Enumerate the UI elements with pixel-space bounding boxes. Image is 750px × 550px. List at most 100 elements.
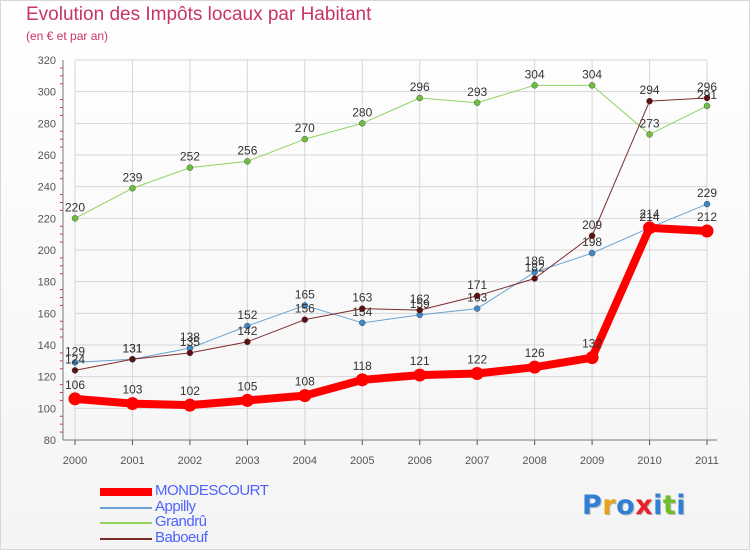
- data-label-grandru: 304: [582, 67, 602, 81]
- data-label-baboeuf: 209: [582, 218, 602, 232]
- data-point-baboeuf: [359, 305, 366, 312]
- legend-label-baboeuf: Baboeuf: [155, 528, 208, 546]
- data-label-grandru: 239: [122, 170, 142, 184]
- x-tick-label: 2007: [465, 455, 489, 467]
- x-tick-label: 2006: [407, 455, 431, 467]
- data-label-mondescourt: 121: [410, 354, 430, 368]
- x-tick-label: 2011: [695, 455, 719, 467]
- data-point-baboeuf: [129, 356, 136, 363]
- data-label-mondescourt: 103: [122, 383, 142, 397]
- data-label-baboeuf: 142: [237, 324, 257, 338]
- data-label-baboeuf: 296: [697, 80, 717, 94]
- data-point-baboeuf: [416, 306, 423, 314]
- y-tick-label: 140: [38, 340, 56, 352]
- y-tick-label: 100: [38, 403, 56, 415]
- data-point-appilly: [588, 249, 596, 257]
- data-label-appilly: 129: [65, 344, 85, 358]
- data-label-grandru: 280: [352, 105, 372, 119]
- data-label-appilly: 229: [697, 186, 717, 200]
- data-label-appilly: 165: [295, 287, 315, 301]
- data-label-baboeuf: 171: [467, 278, 487, 292]
- y-tick-label: 80: [44, 435, 56, 447]
- x-tick-label: 2004: [293, 455, 317, 467]
- data-point-mondescourt: [470, 367, 484, 380]
- data-label-grandru: 252: [180, 150, 200, 164]
- data-label-baboeuf: 131: [122, 341, 142, 355]
- data-point-baboeuf: [646, 97, 653, 105]
- series-line-mondescourt: [71, 223, 711, 410]
- data-point-grandru: [129, 185, 136, 192]
- y-tick-label: 280: [38, 118, 56, 130]
- series-line-baboeuf: [74, 97, 708, 371]
- data-label-grandru: 220: [65, 200, 85, 214]
- data-label-grandru: 293: [467, 85, 487, 99]
- y-tick-label: 180: [38, 277, 56, 289]
- data-point-grandru: [71, 215, 79, 222]
- y-tick-label: 120: [38, 372, 56, 384]
- y-tick-label: 320: [38, 55, 56, 67]
- data-label-mondescourt: 102: [180, 384, 200, 398]
- data-label-baboeuf: 135: [180, 335, 200, 349]
- data-point-grandru: [416, 94, 423, 102]
- data-label-grandru: 256: [237, 143, 257, 157]
- data-point-grandru: [703, 102, 711, 110]
- data-point-mondescourt: [643, 221, 657, 235]
- data-label-mondescourt: 118: [353, 359, 372, 373]
- data-point-grandru: [646, 131, 653, 138]
- data-point-baboeuf: [588, 232, 596, 239]
- data-point-appilly: [301, 302, 309, 309]
- x-tick-label: 2008: [522, 455, 546, 467]
- data-label-mondescourt: 122: [467, 353, 487, 367]
- y-tick-label: 260: [38, 150, 56, 162]
- data-label-grandru: 296: [410, 80, 430, 94]
- x-tick-label: 2005: [350, 455, 374, 467]
- data-point-grandru: [359, 120, 366, 127]
- legend-label-appilly: Appilly: [155, 497, 196, 515]
- data-label-grandru: 304: [525, 67, 545, 81]
- data-point-mondescourt: [585, 351, 599, 365]
- x-tick-label: 2003: [235, 455, 259, 467]
- series-line-appilly: [74, 203, 708, 363]
- data-label-mondescourt: 106: [65, 378, 85, 392]
- data-point-baboeuf: [703, 94, 711, 102]
- data-point-mondescourt: [125, 397, 139, 411]
- data-label-mondescourt: 212: [697, 210, 717, 224]
- legend-label-mondescourt: MONDESCOURT: [155, 482, 269, 499]
- y-tick-label: 220: [38, 213, 56, 225]
- data-label-mondescourt: 132: [582, 337, 602, 351]
- data-point-mondescourt: [68, 392, 82, 406]
- data-label-baboeuf: 162: [410, 292, 430, 306]
- data-label-mondescourt: 105: [237, 379, 257, 393]
- data-point-baboeuf: [244, 338, 251, 346]
- data-point-grandru: [244, 158, 251, 165]
- proxiti-logo: Proxiti: [582, 490, 687, 521]
- data-label-appilly: 131: [122, 341, 142, 355]
- data-point-mondescourt: [528, 360, 542, 374]
- data-point-baboeuf: [473, 292, 481, 300]
- data-point-appilly: [359, 319, 366, 327]
- data-point-mondescourt: [240, 393, 254, 407]
- chart-title: Evolution des Impôts locaux par Habitant: [26, 4, 372, 25]
- data-point-baboeuf: [301, 316, 309, 323]
- legend-swatch-appilly: [100, 506, 152, 509]
- x-tick-label: 2002: [178, 455, 202, 467]
- data-point-grandru: [588, 82, 596, 89]
- x-tick-label: 2009: [580, 455, 604, 467]
- data-label-baboeuf: 124: [65, 352, 85, 366]
- data-point-baboeuf: [531, 275, 538, 282]
- y-tick-label: 240: [38, 182, 56, 194]
- data-point-grandru: [473, 99, 481, 106]
- legend-label-grandru: Grandrû: [155, 513, 207, 530]
- data-point-appilly: [473, 305, 481, 312]
- data-point-mondescourt: [183, 398, 197, 412]
- data-label-mondescourt: 108: [295, 375, 315, 389]
- data-label-baboeuf: 156: [295, 302, 315, 316]
- data-label-appilly: 186: [525, 254, 545, 268]
- y-tick-label: 300: [38, 87, 56, 99]
- data-label-grandru: 270: [295, 121, 315, 135]
- legend-swatch-grandru: [100, 522, 152, 524]
- x-tick-label: 2001: [120, 455, 144, 467]
- data-label-baboeuf: 294: [640, 83, 660, 97]
- data-label-appilly: 214: [640, 210, 660, 224]
